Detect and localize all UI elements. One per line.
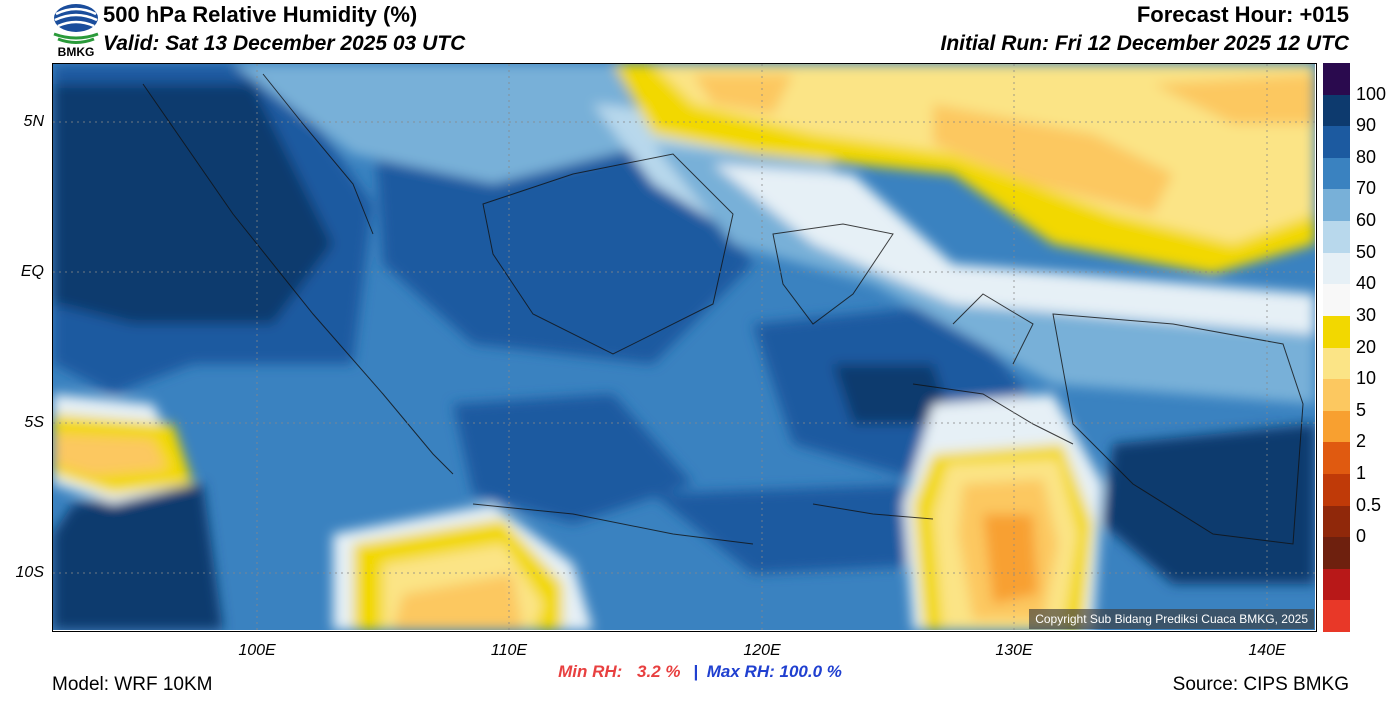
colorbar-label: 70 bbox=[1356, 178, 1377, 199]
colorbar-swatch bbox=[1323, 473, 1350, 507]
data-source: Source: CIPS BMKG bbox=[1172, 674, 1349, 695]
lon-label-110e: 110E bbox=[490, 642, 528, 659]
colorbar-label: 0.5 bbox=[1356, 494, 1382, 515]
min-rh-value: 3.2 % bbox=[637, 662, 681, 681]
lon-label-140e: 140E bbox=[1248, 642, 1286, 659]
colorbar-label: 50 bbox=[1356, 241, 1377, 262]
colorbar-swatch bbox=[1323, 442, 1350, 475]
colorbar-label: 40 bbox=[1356, 273, 1377, 294]
colorbar-swatch bbox=[1323, 252, 1350, 285]
colorbar-swatch bbox=[1323, 94, 1350, 127]
colorbar-swatch bbox=[1323, 284, 1350, 317]
colorbar-swatch bbox=[1323, 537, 1350, 570]
map-title: 500 hPa Relative Humidity (%) bbox=[103, 2, 418, 27]
colorbar-swatch bbox=[1323, 126, 1350, 159]
stats-separator: | bbox=[693, 662, 699, 681]
colorbar-swatch bbox=[1323, 410, 1350, 443]
initial-run: Initial Run: Fri 12 December 2025 12 UTC bbox=[940, 32, 1349, 55]
colorbar-label: 0 bbox=[1356, 526, 1367, 547]
lon-label-130e: 130E bbox=[995, 642, 1033, 659]
colorbar bbox=[1323, 63, 1350, 633]
lat-label-10s: 10S bbox=[15, 564, 44, 581]
colorbar-label: 10 bbox=[1356, 368, 1377, 389]
model-name: Model: WRF 10KM bbox=[52, 674, 213, 695]
colorbar-label: 1 bbox=[1356, 462, 1367, 483]
colorbar-swatch bbox=[1323, 221, 1350, 254]
colorbar-swatch bbox=[1323, 347, 1350, 380]
colorbar-label: 30 bbox=[1356, 304, 1377, 325]
colorbar-swatch bbox=[1323, 315, 1350, 348]
colorbar-label: 20 bbox=[1356, 336, 1377, 357]
colorbar-swatch bbox=[1323, 63, 1350, 96]
colorbar-label: 2 bbox=[1356, 431, 1367, 452]
logo-text: BMKG bbox=[57, 45, 95, 59]
colorbar-label: 90 bbox=[1356, 115, 1377, 136]
colorbar-swatch bbox=[1323, 505, 1350, 538]
colorbar-label: 5 bbox=[1356, 399, 1367, 420]
lat-label-5s: 5S bbox=[24, 414, 44, 431]
colorbar-swatch bbox=[1323, 379, 1350, 412]
lat-label-5n: 5N bbox=[23, 113, 44, 130]
valid-time: Valid: Sat 13 December 2025 03 UTC bbox=[103, 32, 466, 55]
colorbar-label: 100 bbox=[1356, 83, 1387, 104]
humidity-field bbox=[53, 64, 1315, 630]
lon-label-120e: 120E bbox=[743, 642, 781, 659]
colorbar-label: 80 bbox=[1356, 146, 1377, 167]
bmkg-logo: BMKG bbox=[50, 0, 102, 60]
min-rh-label: Min RH: bbox=[558, 662, 623, 681]
colorbar-swatch bbox=[1323, 568, 1350, 601]
copyright-note: Copyright Sub Bidang Prediksi Cuaca BMKG… bbox=[1029, 609, 1314, 629]
colorbar-label: 60 bbox=[1356, 210, 1377, 231]
max-rh: Max RH: 100.0 % bbox=[706, 662, 842, 681]
forecast-hour: Forecast Hour: +015 bbox=[1136, 2, 1349, 27]
humidity-map: Copyright Sub Bidang Prediksi Cuaca BMKG… bbox=[52, 63, 1317, 632]
colorbar-swatch bbox=[1323, 600, 1350, 633]
colorbar-swatch bbox=[1323, 157, 1350, 190]
rh-stats: Min RH: 3.2 % | Max RH: 100.0 % bbox=[0, 662, 1400, 682]
lat-label-eq: EQ bbox=[20, 263, 44, 280]
colorbar-swatch bbox=[1323, 189, 1350, 222]
lon-label-100e: 100E bbox=[238, 642, 276, 659]
